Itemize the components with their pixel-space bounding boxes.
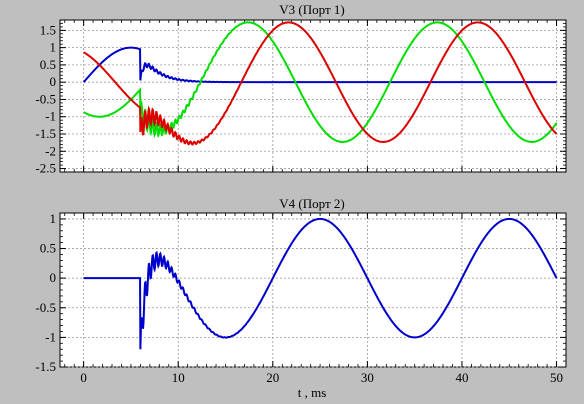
x-tick-label: 50 — [550, 370, 563, 385]
y-tick-label: 0.5 — [40, 241, 56, 256]
x-tick-label: 40 — [455, 370, 468, 385]
y-tick-label: 1.5 — [40, 22, 56, 37]
chart-title-v3: V3 (Порт 1) — [279, 2, 344, 17]
chart-title-v4: V4 (Порт 2) — [279, 196, 344, 211]
x-tick-label: 0 — [80, 370, 87, 385]
y-tick-label: -1 — [45, 329, 56, 344]
x-tick-label: 30 — [361, 370, 374, 385]
x-axis-label: t , ms — [298, 385, 327, 400]
y-tick-label: 0.5 — [40, 57, 56, 72]
series-line-v4-0 — [83, 217, 558, 350]
series-v4 — [83, 217, 558, 350]
series-v3 — [82, 21, 558, 146]
y-tick-label: 1 — [50, 211, 57, 226]
y-tick-label: -2.5 — [35, 161, 56, 176]
plot-area-v3 — [59, 19, 567, 173]
ticks-v4: 1 0.5 0 -0.5 -1 -1.5 0 10 20 30 40 50 — [35, 211, 567, 385]
chart-v3: V3 (Порт 1) 1.5 1 0.5 0 -0.5 -1 -1.5 -2 -2.5 — [35, 2, 567, 176]
plot-area-v4 — [59, 212, 567, 368]
x-tick-label: 20 — [266, 370, 279, 385]
y-tick-label: -2 — [45, 143, 56, 158]
y-tick-label: 0 — [50, 74, 57, 89]
y-tick-label: 1 — [50, 40, 57, 55]
y-tick-label: -1 — [45, 109, 56, 124]
series-line-v3-2 — [83, 21, 558, 146]
y-tick-label: -1.5 — [35, 359, 56, 374]
y-tick-label: -0.5 — [35, 91, 56, 106]
chart-v4: V4 (Порт 2) 1 0.5 0 -0.5 -1 -1.5 0 10 20 30 40 50 t… — [35, 196, 567, 400]
series-line-v3-1 — [83, 21, 558, 143]
y-tick-label: -1.5 — [35, 126, 56, 141]
y-tick-label: 0 — [50, 270, 57, 285]
series-line-v3-0 — [82, 46, 557, 84]
x-tick-label: 10 — [172, 370, 185, 385]
y-tick-label: -0.5 — [35, 300, 56, 315]
grid-v4 — [60, 213, 566, 368]
ticks-v3: 1.5 1 0.5 0 -0.5 -1 -1.5 -2 -2.5 — [35, 19, 567, 176]
